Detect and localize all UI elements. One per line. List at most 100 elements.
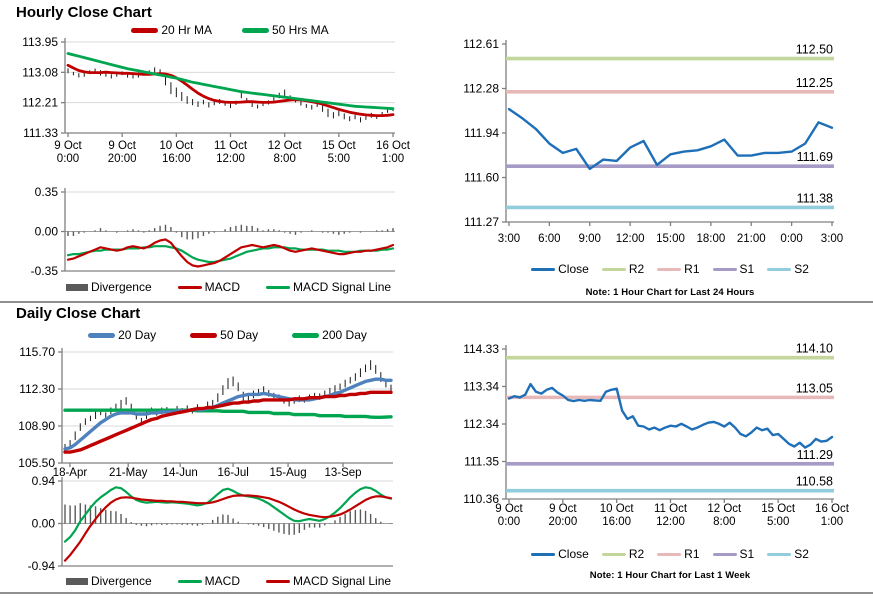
daily-macd-legend: Divergence MACD MACD Signal Line [62,574,395,588]
legend-item-macd: MACD [177,280,240,294]
svg-text:20:00: 20:00 [108,153,137,165]
svg-text:111.69: 111.69 [797,150,833,164]
legend-swatch-icon [531,552,556,556]
svg-text:0.00: 0.00 [32,517,56,531]
hourly-price-legend: 20 Hr MA 50 Hrs MA [65,23,395,37]
legend-label: 20 Hr MA [161,23,212,37]
svg-text:20:00: 20:00 [548,516,577,528]
legend-swatch-icon [88,332,116,338]
legend-label: R1 [684,262,700,276]
legend-item-macd-signal-line: MACD Signal Line [266,280,391,294]
legend-item-r1: R1 [657,547,700,561]
svg-text:11 Oct: 11 Oct [214,140,248,152]
svg-text:15 Oct: 15 Oct [761,503,796,515]
svg-text:113.05: 113.05 [796,381,833,395]
legend-label: S2 [794,262,809,276]
legend-swatch-icon [601,267,626,271]
svg-text:112.25: 112.25 [796,76,833,90]
svg-text:16:00: 16:00 [602,516,631,528]
hourly-pivot-note: Note: 1 Hour Chart for Last 24 Hours [585,287,755,298]
legend-swatch-icon [131,27,159,33]
legend-label: 20 Day [118,328,157,342]
svg-text:10 Oct: 10 Oct [600,503,635,515]
hourly-pivot-chart: 112.61 112.28 111.94 111.60 111.27 3:00 6:00 9:… [463,37,843,245]
legend-label: 50 Hrs MA [272,23,329,37]
legend-label: S1 [739,547,755,561]
svg-text:9 Oct: 9 Oct [108,140,136,152]
svg-text:9 Oct: 9 Oct [54,140,82,152]
legend-swatch-icon [657,552,682,556]
svg-text:115.70: 115.70 [19,345,55,359]
legend-label: S1 [739,262,755,276]
legend-item-s1: S1 [712,547,755,561]
legend-item-r1: R1 [657,262,700,276]
legend-swatch-icon [266,285,290,289]
legend-label: MACD [204,574,240,588]
svg-text:-0.35: -0.35 [31,264,59,278]
legend-swatch-icon [767,267,792,271]
legend-label: MACD Signal Line [293,280,392,294]
svg-text:21:00: 21:00 [737,233,766,245]
svg-text:112.30: 112.30 [19,382,55,396]
svg-text:5:00: 5:00 [328,153,350,165]
svg-text:14-Jun: 14-Jun [163,467,198,479]
svg-text:21-May: 21-May [109,467,148,479]
legend-item-s1: S1 [712,262,755,276]
svg-text:112.21: 112.21 [22,96,58,110]
svg-text:9 Oct: 9 Oct [549,503,577,515]
legend-swatch-icon [190,332,218,338]
svg-text:113.34: 113.34 [463,380,499,394]
daily-section-title: Daily Close Chart [16,305,141,322]
legend-label: Divergence [90,280,152,294]
svg-text:112.28: 112.28 [463,82,499,96]
svg-text:114.10: 114.10 [796,342,833,356]
svg-text:8:00: 8:00 [273,153,295,165]
svg-text:111.33: 111.33 [23,126,58,140]
svg-text:15:00: 15:00 [656,233,685,245]
svg-text:110.58: 110.58 [796,475,833,489]
legend-swatch-icon [712,267,737,271]
daily-macd-chart: 0.94 0.00 -0.94 [28,474,393,573]
hourly-pivot-legend: Close R2 R1 S1 S2 [506,262,834,276]
legend-item-r2: R2 [601,547,644,561]
svg-text:111.27: 111.27 [464,215,499,229]
legend-item-20-day: 20 Day [88,328,156,342]
legend-swatch-icon [657,267,682,271]
svg-text:112.61: 112.61 [463,37,499,51]
svg-text:15 Oct: 15 Oct [322,140,357,152]
legend-item-20-hr-ma: 20 Hr MA [131,23,212,37]
svg-text:12 Oct: 12 Oct [268,140,303,152]
legend-item-close: Close [531,262,589,276]
legend-swatch-icon [531,267,556,271]
legend-item-r2: R2 [601,262,644,276]
legend-label: S2 [794,547,809,561]
section-divider [0,301,873,303]
svg-text:0:00: 0:00 [780,233,802,245]
legend-item-50-day: 50 Day [190,328,258,342]
legend-label: R1 [684,547,700,561]
svg-text:12 Oct: 12 Oct [707,503,742,515]
bottom-divider [0,592,873,594]
svg-text:3:00: 3:00 [498,233,520,245]
svg-text:1:00: 1:00 [382,153,404,165]
legend-swatch-icon [292,332,320,338]
hourly-macd-legend: Divergence MACD MACD Signal Line [62,280,395,294]
legend-label: Divergence [90,574,152,588]
svg-text:16 Oct: 16 Oct [815,503,850,515]
svg-text:1:00: 1:00 [821,516,843,528]
svg-text:0.35: 0.35 [35,185,59,199]
svg-text:112.50: 112.50 [796,43,833,57]
svg-text:16 Oct: 16 Oct [376,140,411,152]
svg-text:16:00: 16:00 [162,153,191,165]
svg-text:9:00: 9:00 [579,233,601,245]
legend-swatch-icon [712,552,737,556]
svg-text:13-Sep: 13-Sep [324,467,361,479]
legend-item-close: Close [531,547,589,561]
svg-text:12:00: 12:00 [616,233,645,245]
svg-text:114.33: 114.33 [463,342,499,356]
svg-text:111.29: 111.29 [797,448,833,462]
legend-swatch-icon [177,579,202,583]
